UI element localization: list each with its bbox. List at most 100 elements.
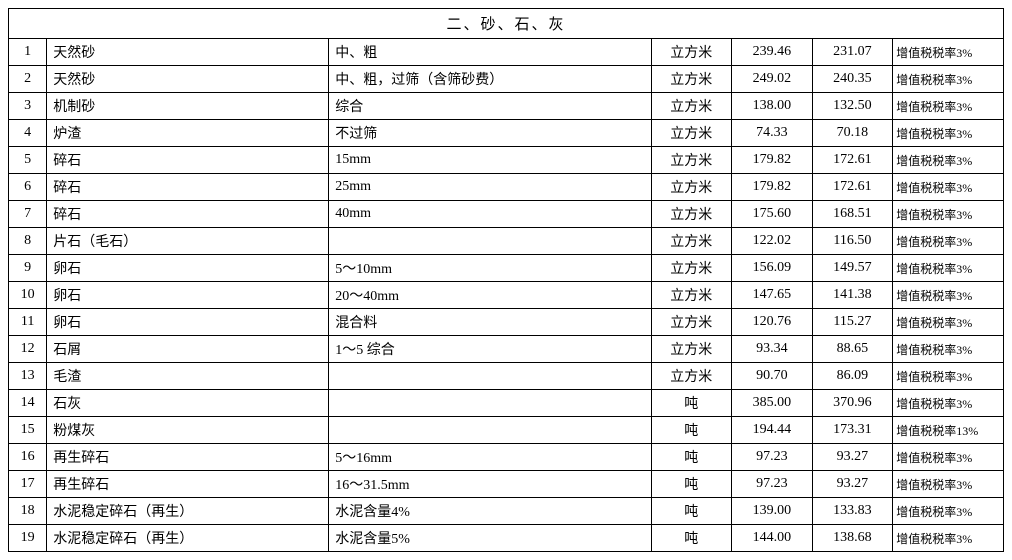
table-row: 15粉煤灰吨194.44173.31增值税税率13% [9, 417, 1004, 444]
price-2: 115.27 [812, 309, 893, 336]
row-index: 6 [9, 174, 47, 201]
price-1: 249.02 [732, 66, 813, 93]
price-1: 179.82 [732, 147, 813, 174]
row-index: 7 [9, 201, 47, 228]
tax-note: 增值税税率3% [893, 444, 1004, 471]
material-spec: 不过筛 [329, 120, 651, 147]
price-2: 93.27 [812, 444, 893, 471]
price-1: 147.65 [732, 282, 813, 309]
material-spec [329, 390, 651, 417]
tax-note: 增值税税率3% [893, 228, 1004, 255]
table-row: 18水泥稳定碎石（再生）水泥含量4%吨139.00133.83增值税税率3% [9, 498, 1004, 525]
material-name: 再生碎石 [47, 444, 329, 471]
price-1: 120.76 [732, 309, 813, 336]
tax-note: 增值税税率3% [893, 525, 1004, 552]
material-unit: 立方米 [651, 147, 732, 174]
material-name: 碎石 [47, 174, 329, 201]
table-row: 13毛渣立方米90.7086.09增值税税率3% [9, 363, 1004, 390]
price-1: 179.82 [732, 174, 813, 201]
row-index: 15 [9, 417, 47, 444]
price-2: 93.27 [812, 471, 893, 498]
price-2: 240.35 [812, 66, 893, 93]
material-unit: 立方米 [651, 282, 732, 309]
price-1: 385.00 [732, 390, 813, 417]
row-index: 13 [9, 363, 47, 390]
price-1: 156.09 [732, 255, 813, 282]
tax-note: 增值税税率3% [893, 390, 1004, 417]
row-index: 16 [9, 444, 47, 471]
table-row: 16再生碎石5～16mm吨97.2393.27增值税税率3% [9, 444, 1004, 471]
tax-note: 增值税税率3% [893, 39, 1004, 66]
material-name: 卵石 [47, 282, 329, 309]
row-index: 8 [9, 228, 47, 255]
tax-note: 增值税税率3% [893, 282, 1004, 309]
tax-note: 增值税税率3% [893, 93, 1004, 120]
material-spec: 1～5 综合 [329, 336, 651, 363]
material-spec: 中、粗，过筛（含筛砂费） [329, 66, 651, 93]
row-index: 17 [9, 471, 47, 498]
row-index: 9 [9, 255, 47, 282]
material-spec: 20～40mm [329, 282, 651, 309]
price-2: 141.38 [812, 282, 893, 309]
table-row: 5碎石15mm立方米179.82172.61增值税税率3% [9, 147, 1004, 174]
material-spec: 水泥含量5% [329, 525, 651, 552]
row-index: 3 [9, 93, 47, 120]
row-index: 4 [9, 120, 47, 147]
price-2: 88.65 [812, 336, 893, 363]
price-1: 93.34 [732, 336, 813, 363]
price-1: 90.70 [732, 363, 813, 390]
material-spec: 16～31.5mm [329, 471, 651, 498]
price-1: 194.44 [732, 417, 813, 444]
price-1: 144.00 [732, 525, 813, 552]
material-spec: 15mm [329, 147, 651, 174]
material-name: 再生碎石 [47, 471, 329, 498]
material-name: 水泥稳定碎石（再生） [47, 525, 329, 552]
price-2: 370.96 [812, 390, 893, 417]
price-1: 97.23 [732, 471, 813, 498]
table-row: 7碎石40mm立方米175.60168.51增值税税率3% [9, 201, 1004, 228]
table-row: 2天然砂中、粗，过筛（含筛砂费）立方米249.02240.35增值税税率3% [9, 66, 1004, 93]
tax-note: 增值税税率3% [893, 336, 1004, 363]
row-index: 14 [9, 390, 47, 417]
material-spec: 中、粗 [329, 39, 651, 66]
table-title: 二、砂、石、灰 [9, 9, 1004, 39]
price-2: 133.83 [812, 498, 893, 525]
price-2: 231.07 [812, 39, 893, 66]
price-1: 74.33 [732, 120, 813, 147]
table-row: 14石灰吨385.00370.96增值税税率3% [9, 390, 1004, 417]
tax-note: 增值税税率3% [893, 66, 1004, 93]
table-title-row: 二、砂、石、灰 [9, 9, 1004, 39]
row-index: 2 [9, 66, 47, 93]
price-1: 175.60 [732, 201, 813, 228]
table-row: 12石屑1～5 综合立方米93.3488.65增值税税率3% [9, 336, 1004, 363]
material-unit: 吨 [651, 525, 732, 552]
material-unit: 立方米 [651, 66, 732, 93]
tax-note: 增值税税率3% [893, 498, 1004, 525]
material-name: 卵石 [47, 255, 329, 282]
material-unit: 立方米 [651, 93, 732, 120]
material-spec [329, 228, 651, 255]
material-name: 碎石 [47, 147, 329, 174]
price-2: 86.09 [812, 363, 893, 390]
material-spec [329, 363, 651, 390]
table-row: 10卵石20～40mm立方米147.65141.38增值税税率3% [9, 282, 1004, 309]
price-2: 173.31 [812, 417, 893, 444]
material-spec: 5～10mm [329, 255, 651, 282]
tax-note: 增值税税率3% [893, 147, 1004, 174]
table-row: 9卵石5～10mm立方米156.09149.57增值税税率3% [9, 255, 1004, 282]
material-spec: 混合料 [329, 309, 651, 336]
material-unit: 立方米 [651, 228, 732, 255]
material-name: 水泥稳定碎石（再生） [47, 498, 329, 525]
material-name: 毛渣 [47, 363, 329, 390]
material-name: 机制砂 [47, 93, 329, 120]
row-index: 12 [9, 336, 47, 363]
material-name: 卵石 [47, 309, 329, 336]
tax-note: 增值税税率3% [893, 471, 1004, 498]
tax-note: 增值税税率3% [893, 174, 1004, 201]
material-name: 碎石 [47, 201, 329, 228]
material-unit: 立方米 [651, 201, 732, 228]
price-2: 172.61 [812, 174, 893, 201]
material-unit: 立方米 [651, 255, 732, 282]
material-spec: 40mm [329, 201, 651, 228]
price-2: 116.50 [812, 228, 893, 255]
